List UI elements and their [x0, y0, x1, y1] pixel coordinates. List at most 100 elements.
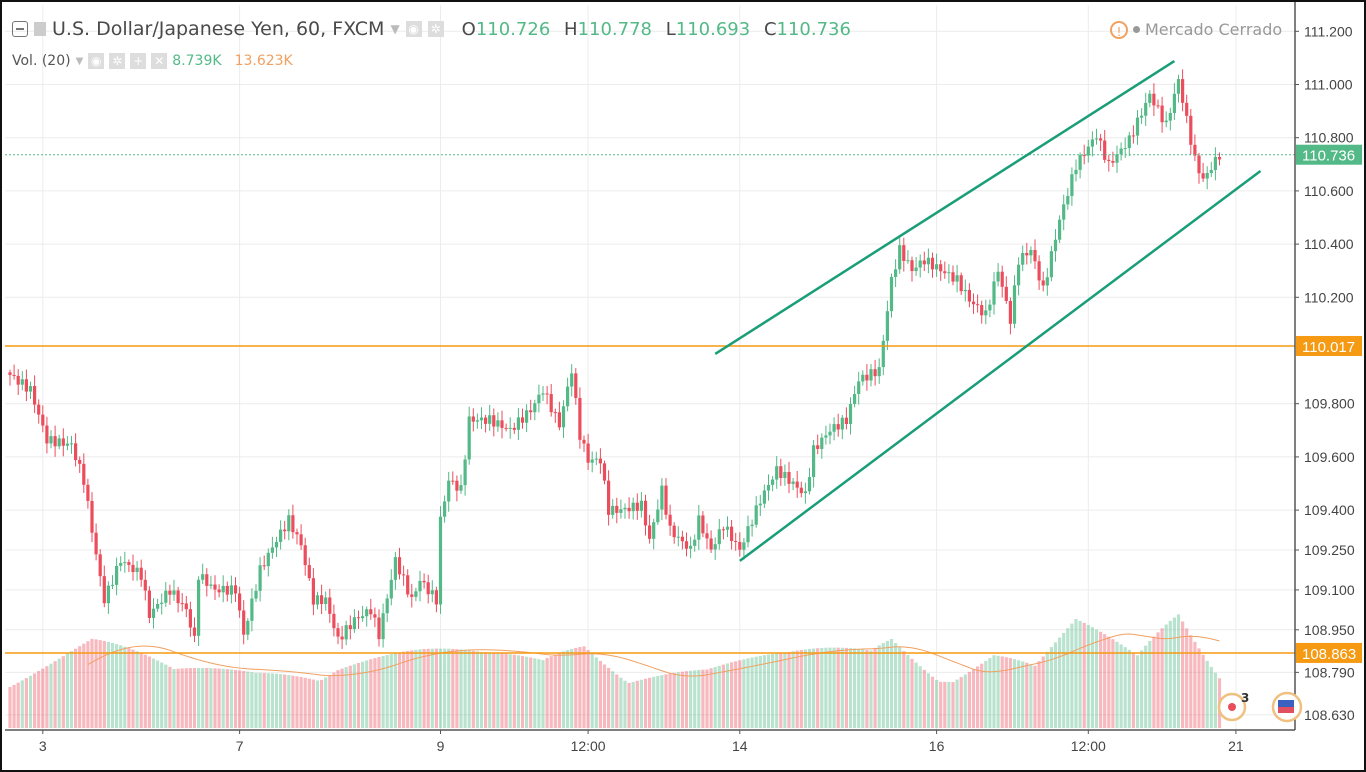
candle-body: [1127, 135, 1131, 149]
volume-label[interactable]: Vol. (20): [12, 53, 71, 69]
candle-body: [143, 579, 147, 591]
events-badge[interactable]: 3: [1217, 691, 1249, 722]
candle-body: [238, 593, 242, 611]
candle-body: [803, 491, 807, 494]
candle: [57, 434, 61, 450]
volume-bar: [963, 674, 967, 728]
volume-bar: [8, 687, 12, 728]
volume-bar: [1111, 639, 1115, 728]
candle-body: [94, 532, 98, 555]
candle: [910, 256, 914, 282]
volume-bar: [1201, 654, 1205, 728]
volume-bar: [627, 682, 631, 728]
volume-bar: [356, 663, 361, 728]
candle-body: [16, 375, 20, 385]
volume-bar: [586, 650, 590, 728]
candle: [947, 264, 951, 284]
candle: [324, 591, 328, 611]
volume-bar: [373, 658, 377, 728]
candle: [1111, 151, 1115, 167]
candle: [1045, 268, 1049, 296]
volume-bar: [69, 651, 74, 728]
candle: [881, 334, 885, 376]
volume-bar: [1053, 642, 1058, 728]
candle-body: [180, 603, 184, 605]
volume-bar: [1029, 664, 1033, 728]
gear-icon[interactable]: ✲: [109, 53, 126, 69]
candle-body: [102, 576, 106, 604]
symbol-title[interactable]: U.S. Dollar/Japanese Yen, 60, FXCM: [52, 18, 385, 40]
candle-body: [209, 584, 213, 586]
ohlc-values: O110.726 H110.778 L110.693 C110.736: [454, 19, 851, 40]
candle-body: [328, 597, 332, 614]
warning-icon[interactable]: !: [1110, 20, 1128, 39]
candle: [898, 237, 902, 274]
time-tick-label: 9: [437, 738, 445, 754]
candle: [1017, 257, 1021, 296]
collapse-icon[interactable]: [12, 21, 28, 37]
candle-body: [697, 515, 701, 540]
chevron-down-icon[interactable]: ▼: [75, 55, 84, 67]
candle-body: [266, 552, 270, 567]
candle: [775, 456, 779, 489]
candle: [127, 559, 131, 573]
volume-bar: [397, 652, 402, 728]
candle: [131, 554, 135, 581]
candle: [471, 408, 475, 432]
candle: [1029, 246, 1033, 264]
candle-body: [947, 272, 951, 274]
candle-body: [951, 272, 955, 282]
eye-icon[interactable]: ◉: [88, 53, 105, 69]
candle-body: [488, 415, 492, 424]
volume-bar: [1041, 656, 1045, 728]
candle-body: [1070, 174, 1074, 197]
eye-icon[interactable]: ◉: [405, 21, 422, 37]
open-label: O: [461, 18, 476, 40]
candle: [680, 530, 684, 550]
candle: [1025, 242, 1029, 265]
candle-body: [315, 595, 320, 605]
volume-bar: [242, 670, 246, 728]
volume-bar: [894, 643, 898, 728]
candle: [459, 474, 463, 494]
candle: [1144, 92, 1148, 126]
events-count: 3: [1241, 691, 1249, 705]
candle: [689, 536, 693, 559]
chevron-down-icon[interactable]: ▼: [390, 22, 400, 36]
price-tick-label: 110.400: [1304, 236, 1354, 252]
candle-body: [582, 439, 586, 444]
candle-body: [229, 585, 233, 595]
volume-bar: [955, 679, 959, 728]
price-tick-label: 109.100: [1304, 582, 1355, 598]
candle-body: [754, 505, 758, 525]
volume-bar: [824, 647, 828, 728]
candle: [1103, 129, 1107, 163]
add-icon[interactable]: +: [130, 53, 147, 69]
candle: [754, 496, 758, 528]
candle-body: [656, 509, 660, 523]
close-icon[interactable]: ✕: [151, 53, 168, 69]
candle: [1189, 108, 1193, 155]
candle-body: [873, 369, 877, 377]
candle: [988, 299, 992, 318]
volume-bar: [762, 655, 766, 728]
volume-bar: [1197, 648, 1201, 728]
candle-body: [840, 417, 844, 430]
candle: [590, 451, 594, 473]
candle-body: [836, 424, 840, 430]
candle-body: [320, 595, 324, 605]
candle-body: [939, 264, 943, 272]
volume-bar: [910, 658, 914, 728]
us-flag-event-badge[interactable]: [1271, 691, 1303, 723]
volume-bar: [803, 649, 807, 728]
volume-bar: [1017, 660, 1021, 728]
candle: [914, 257, 918, 276]
candle: [844, 407, 848, 430]
gear-icon[interactable]: ✲: [427, 21, 444, 37]
volume-bar: [127, 648, 131, 728]
candle-body: [1115, 154, 1119, 163]
volume-bar: [12, 684, 16, 728]
candle-body: [807, 477, 812, 492]
candle-body: [295, 532, 299, 535]
